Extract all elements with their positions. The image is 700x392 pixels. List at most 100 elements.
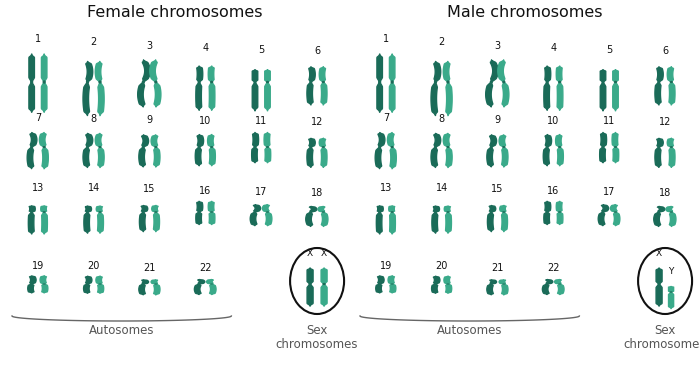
Polygon shape xyxy=(390,284,395,293)
Polygon shape xyxy=(545,66,551,82)
Text: 6: 6 xyxy=(314,46,320,56)
Ellipse shape xyxy=(86,211,89,213)
Polygon shape xyxy=(557,147,564,165)
Text: Female chromosomes: Female chromosomes xyxy=(88,5,262,20)
Ellipse shape xyxy=(309,146,312,148)
Polygon shape xyxy=(321,147,327,167)
Ellipse shape xyxy=(490,211,493,213)
Polygon shape xyxy=(42,147,48,169)
Polygon shape xyxy=(389,54,395,82)
Text: 13: 13 xyxy=(380,183,392,192)
Ellipse shape xyxy=(670,211,673,212)
Text: 2: 2 xyxy=(439,36,445,47)
Polygon shape xyxy=(253,205,260,212)
Ellipse shape xyxy=(309,81,312,83)
Polygon shape xyxy=(95,133,102,147)
Polygon shape xyxy=(390,147,396,169)
Polygon shape xyxy=(612,70,618,82)
Polygon shape xyxy=(556,134,562,147)
Ellipse shape xyxy=(308,283,312,285)
Ellipse shape xyxy=(30,146,34,148)
Ellipse shape xyxy=(210,81,214,83)
Ellipse shape xyxy=(447,283,449,285)
Ellipse shape xyxy=(141,146,145,148)
Ellipse shape xyxy=(434,80,437,83)
Ellipse shape xyxy=(558,81,561,83)
Text: 17: 17 xyxy=(603,187,615,197)
Polygon shape xyxy=(613,212,620,226)
Polygon shape xyxy=(499,135,505,147)
Text: 13: 13 xyxy=(32,183,44,192)
Polygon shape xyxy=(612,82,618,111)
Polygon shape xyxy=(252,82,258,111)
Polygon shape xyxy=(307,147,313,167)
Polygon shape xyxy=(601,205,608,212)
Ellipse shape xyxy=(43,80,46,84)
Ellipse shape xyxy=(614,211,617,212)
Polygon shape xyxy=(433,276,440,284)
Ellipse shape xyxy=(197,81,201,83)
Text: 1: 1 xyxy=(35,34,41,44)
Polygon shape xyxy=(154,147,160,167)
Polygon shape xyxy=(487,212,494,232)
Polygon shape xyxy=(654,212,661,227)
Polygon shape xyxy=(96,276,102,284)
Text: 14: 14 xyxy=(435,183,448,193)
Polygon shape xyxy=(138,82,145,107)
Ellipse shape xyxy=(141,211,145,213)
Polygon shape xyxy=(195,147,202,165)
Polygon shape xyxy=(97,206,102,212)
Polygon shape xyxy=(601,132,607,147)
Polygon shape xyxy=(543,147,550,165)
Polygon shape xyxy=(598,212,605,226)
Polygon shape xyxy=(262,205,270,212)
Text: 5: 5 xyxy=(606,45,612,54)
Text: 4: 4 xyxy=(550,43,556,53)
Polygon shape xyxy=(656,268,662,284)
Polygon shape xyxy=(83,284,90,293)
Ellipse shape xyxy=(545,211,549,213)
Polygon shape xyxy=(655,82,661,105)
Ellipse shape xyxy=(558,283,561,285)
Polygon shape xyxy=(30,132,37,147)
Ellipse shape xyxy=(154,211,158,213)
Ellipse shape xyxy=(391,146,394,148)
Polygon shape xyxy=(443,62,450,82)
Polygon shape xyxy=(446,212,452,233)
Ellipse shape xyxy=(322,211,325,212)
Polygon shape xyxy=(208,134,213,147)
Polygon shape xyxy=(40,276,46,284)
Ellipse shape xyxy=(490,81,493,83)
Ellipse shape xyxy=(545,81,549,83)
Polygon shape xyxy=(501,212,508,232)
Ellipse shape xyxy=(141,81,145,83)
Polygon shape xyxy=(446,82,452,116)
Polygon shape xyxy=(557,82,563,110)
Ellipse shape xyxy=(447,211,449,213)
Polygon shape xyxy=(444,276,450,284)
Polygon shape xyxy=(139,212,146,232)
Polygon shape xyxy=(29,82,34,112)
Ellipse shape xyxy=(670,291,673,293)
Text: 22: 22 xyxy=(547,263,560,273)
Polygon shape xyxy=(42,284,48,293)
Ellipse shape xyxy=(43,146,46,148)
Polygon shape xyxy=(657,138,663,147)
Polygon shape xyxy=(544,212,550,225)
Polygon shape xyxy=(377,212,382,234)
Polygon shape xyxy=(252,147,258,163)
Polygon shape xyxy=(196,82,202,110)
Ellipse shape xyxy=(447,146,449,148)
Ellipse shape xyxy=(378,80,382,84)
Ellipse shape xyxy=(558,146,561,148)
Ellipse shape xyxy=(322,146,325,148)
Polygon shape xyxy=(319,138,326,147)
Polygon shape xyxy=(446,284,452,293)
Polygon shape xyxy=(250,212,257,226)
Polygon shape xyxy=(85,206,92,212)
Polygon shape xyxy=(431,82,438,116)
Polygon shape xyxy=(433,206,440,212)
Text: 11: 11 xyxy=(603,116,615,126)
Ellipse shape xyxy=(253,146,257,148)
Ellipse shape xyxy=(266,211,269,212)
